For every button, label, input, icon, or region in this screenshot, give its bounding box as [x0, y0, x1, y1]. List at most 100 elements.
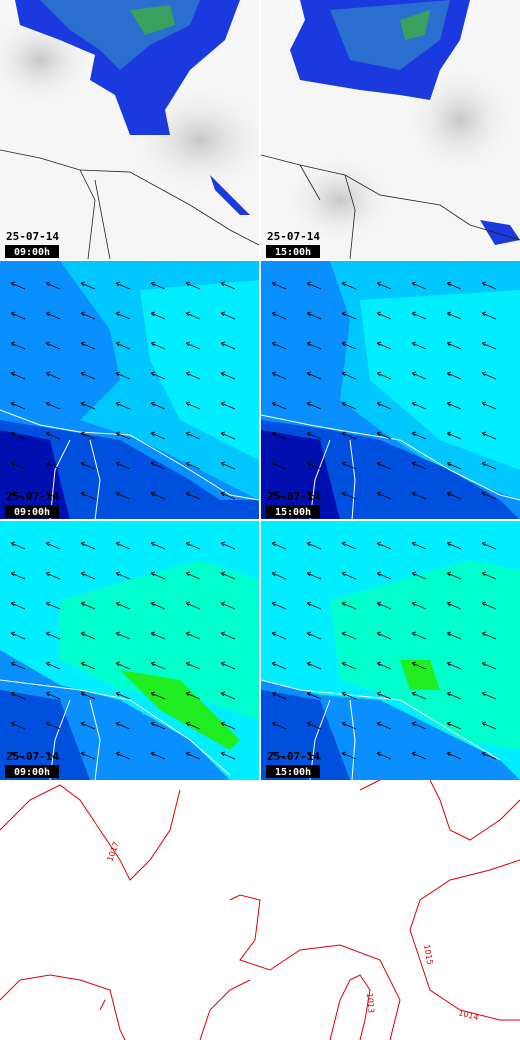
wind-panel — [260, 261, 520, 521]
wind-arrow — [271, 721, 287, 730]
isobar-label: 1014 — [457, 1008, 479, 1022]
wind-arrow — [306, 341, 322, 350]
wind-arrow — [306, 371, 322, 380]
wind-arrow — [45, 431, 61, 440]
wind-arrow — [80, 371, 96, 380]
wind-arrow — [185, 751, 201, 760]
wind-arrow — [115, 311, 131, 320]
wind-arrow — [185, 721, 201, 730]
wind-panel — [0, 261, 260, 521]
wind-arrow — [446, 341, 462, 350]
wind-arrow — [10, 461, 26, 470]
wind-arrow — [411, 571, 427, 580]
wind-arrow — [115, 431, 131, 440]
wind-arrow — [376, 631, 392, 640]
wind-arrow — [306, 311, 322, 320]
wind-arrow — [376, 571, 392, 580]
wind-arrow — [446, 601, 462, 610]
wind-arrow — [150, 691, 166, 700]
isobar-label: 1017 — [105, 840, 120, 862]
wind-arrow — [271, 491, 287, 500]
wind-arrow — [220, 341, 236, 350]
wind-arrow — [10, 601, 26, 610]
wind-arrow — [115, 341, 131, 350]
wind-arrow — [115, 721, 131, 730]
isobar-label: 1013 — [365, 992, 376, 1013]
wind-arrow — [411, 751, 427, 760]
wind-arrow — [411, 461, 427, 470]
wind-arrow — [306, 461, 322, 470]
wind-arrow — [185, 571, 201, 580]
wind-arrow — [376, 281, 392, 290]
wind-arrow — [185, 491, 201, 500]
wind-arrow — [271, 371, 287, 380]
wind-arrow — [341, 311, 357, 320]
wind-arrow — [150, 311, 166, 320]
wind-arrow — [341, 661, 357, 670]
separator — [259, 0, 261, 780]
wind-arrow — [376, 691, 392, 700]
wind-arrow — [185, 311, 201, 320]
wind-arrow — [341, 371, 357, 380]
wind-arrow — [446, 691, 462, 700]
wind-arrow — [411, 721, 427, 730]
wind-arrow — [220, 281, 236, 290]
wind-arrow — [80, 601, 96, 610]
wind-arrow — [115, 661, 131, 670]
wind-arrow — [45, 491, 61, 500]
wind-arrow — [481, 371, 497, 380]
wind-arrow — [341, 281, 357, 290]
wind-arrow — [185, 371, 201, 380]
wind-arrow — [150, 371, 166, 380]
wind-arrow — [446, 371, 462, 380]
wind-arrow — [10, 371, 26, 380]
wind-arrow — [80, 691, 96, 700]
wind-arrow — [341, 721, 357, 730]
wind-arrow — [10, 721, 26, 730]
wind-arrow — [220, 491, 236, 500]
wind-arrow — [411, 311, 427, 320]
wind-arrow — [341, 541, 357, 550]
wind-arrow — [10, 311, 26, 320]
wind-arrow — [10, 631, 26, 640]
time-box — [266, 505, 320, 518]
wind-arrow — [306, 661, 322, 670]
wind-arrow — [185, 661, 201, 670]
wind-arrow — [80, 751, 96, 760]
wind-arrow — [80, 431, 96, 440]
panel-date: 25-07-14 — [6, 750, 59, 763]
wind-arrow — [150, 601, 166, 610]
wind-arrow — [306, 691, 322, 700]
wind-arrow — [271, 431, 287, 440]
wind-arrow — [411, 401, 427, 410]
panel-date: 25-07-14 — [267, 230, 320, 243]
wind-arrow — [150, 721, 166, 730]
wind-arrow — [115, 631, 131, 640]
wind-arrow — [45, 751, 61, 760]
wind-arrow — [150, 431, 166, 440]
wind-arrow — [341, 401, 357, 410]
wind-arrow — [80, 311, 96, 320]
wind-arrow — [10, 341, 26, 350]
wind-arrow — [80, 461, 96, 470]
wind-arrow — [80, 281, 96, 290]
panel-date: 25-07-14 — [267, 490, 320, 503]
wind-arrow — [411, 541, 427, 550]
wind-arrow — [10, 751, 26, 760]
wind-arrow — [341, 751, 357, 760]
panel-time: 15:00h — [275, 247, 311, 258]
wind-arrow — [45, 721, 61, 730]
wind-arrow — [376, 461, 392, 470]
panel-time: 15:00h — [275, 767, 311, 778]
wind-arrow — [45, 341, 61, 350]
wind-arrow — [271, 541, 287, 550]
wind-arrow — [446, 721, 462, 730]
wind-arrow — [150, 661, 166, 670]
wind-arrow — [220, 661, 236, 670]
wind-arrow — [185, 541, 201, 550]
field-panel — [260, 521, 520, 781]
wind-arrow — [220, 401, 236, 410]
wind-arrow — [411, 431, 427, 440]
wind-arrow — [150, 751, 166, 760]
wind-arrow — [446, 491, 462, 500]
